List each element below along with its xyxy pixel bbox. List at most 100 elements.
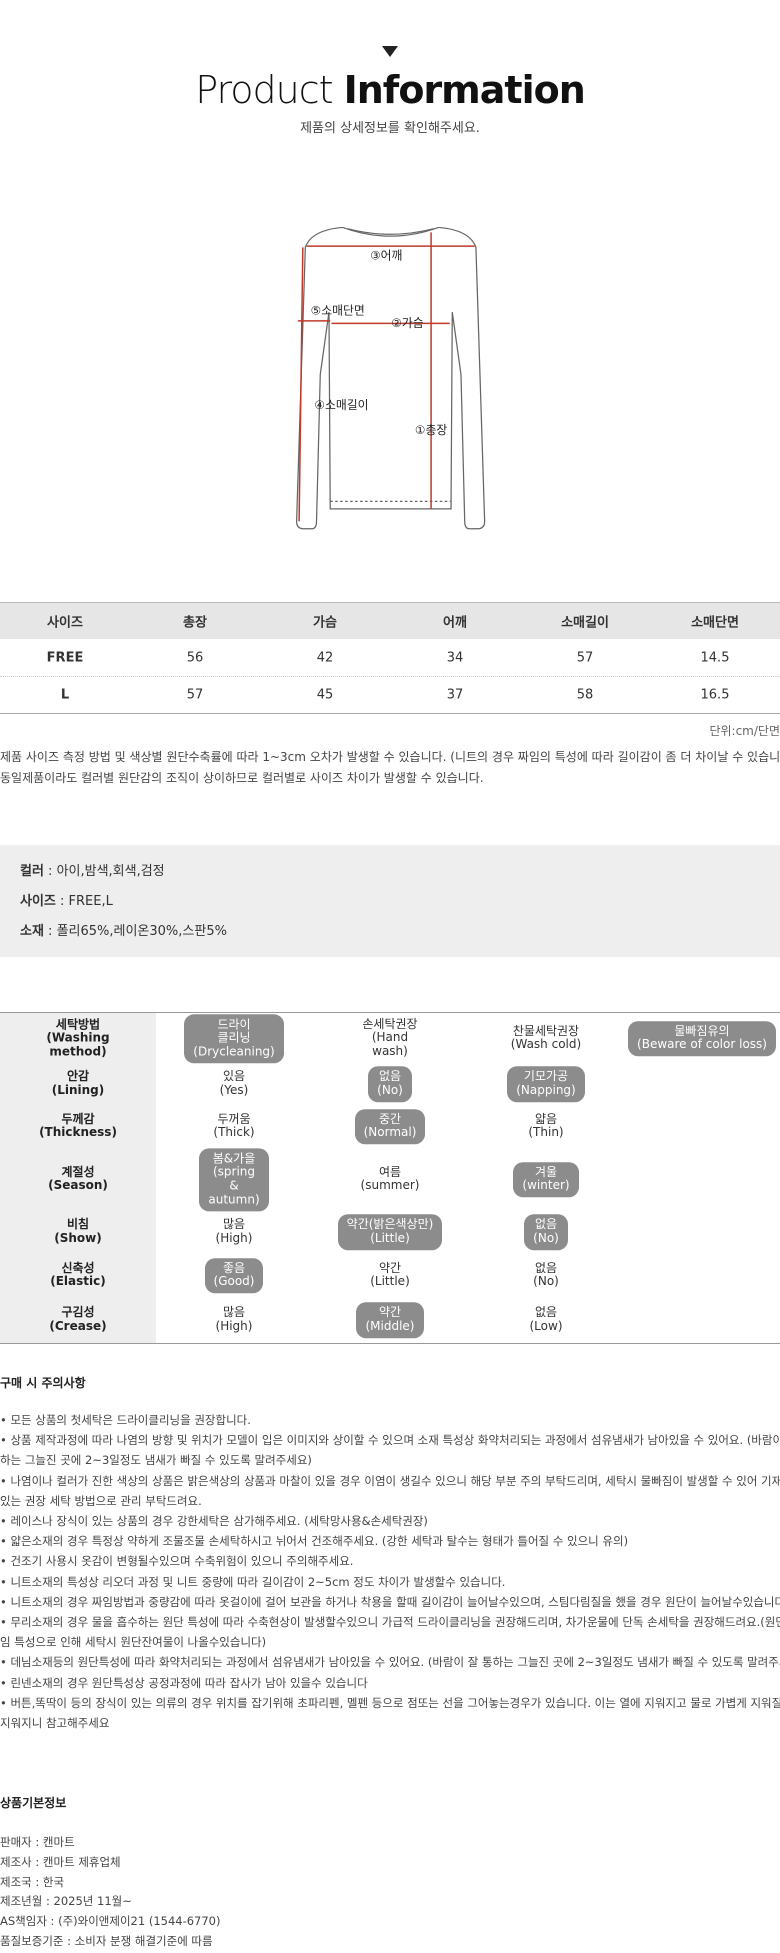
care-option: 물빠짐유의 (Beware of color loss)	[624, 1020, 780, 1057]
option-selected: 없음 (No)	[368, 1066, 412, 1102]
cell: L	[60, 687, 70, 702]
caution-line: • 린넨소재의 경우 원단특성상 공정과정에 따라 잡사가 남아 있을수 있습니…	[0, 1675, 368, 1690]
option: 손세탁권장 (Hand wash)	[362, 1016, 418, 1059]
cell: FREE	[46, 650, 84, 665]
info-line: AS책임자 : (주)와이앤제이21 (1544-6770)	[0, 1914, 221, 1929]
spec-value: : FREE,L	[55, 894, 113, 909]
header-bg	[0, 602, 780, 639]
header-cell: 총장	[183, 615, 207, 631]
option-selected: 드라이 클리닝 (Drycleaning)	[184, 1013, 284, 1064]
caution-line: • 데님소재등의 원단특성에 따라 화약처리되는 과정에서 섬유냄새가 남아있을…	[0, 1655, 780, 1670]
caution-line: 하는 그늘진 곳에 2~3일정도 냄새가 빠질 수 있도록 말려주세요)	[0, 1453, 312, 1468]
info-line: 판매자 : 캔마트	[0, 1835, 75, 1849]
caution-line: • 니트소재의 경우 짜임방법과 중량감에 따라 옷걸이에 걸어 보관을 하거나…	[0, 1594, 780, 1609]
option: 찬물세탁권장 (Wash cold)	[510, 1023, 582, 1052]
option: 약간 (Little)	[370, 1260, 410, 1289]
label-sleeve-width: ⑤소매단면	[311, 303, 365, 317]
caution-line: • 버튼,똑딱이 등의 장식이 있는 의류의 경우 위치를 잡기위해 초파리펜,…	[0, 1695, 780, 1710]
care-option: 약간 (Middle)	[312, 1302, 468, 1338]
option: 두꺼움 (Thick)	[213, 1111, 255, 1140]
title-bold: Information	[343, 68, 586, 112]
care-label: 세탁방법 (Washing method)	[46, 1016, 110, 1059]
size-table: 사이즈 총장 가슴 어깨 소매길이 소매단면 FREE 56 42 34 57 14.5 L 57 45 37…	[0, 602, 780, 714]
option: 많음 (High)	[215, 1305, 253, 1333]
care-option: 중간 (Normal)	[312, 1108, 468, 1145]
care-option: 없음 (No)	[468, 1214, 624, 1250]
option: 얇음 (Thin)	[528, 1111, 564, 1140]
subtitle: 제품의 상세정보를 확인해주세요.	[300, 121, 480, 136]
care-option: 좋음 (Good)	[156, 1257, 312, 1294]
row-line	[0, 676, 780, 677]
label-bg	[0, 1013, 156, 1343]
care-option: 겨울 (winter)	[468, 1161, 624, 1198]
option-selected: 없음 (No)	[524, 1214, 568, 1250]
option: 없음 (Low)	[529, 1305, 563, 1333]
spec-line: 사이즈 : FREE,L	[20, 890, 113, 909]
care-table: 세탁방법 (Washing method) 드라이 클리닝 (Drycleanin…	[0, 1012, 780, 1344]
cell: 45	[316, 687, 334, 702]
care-label: 계절성 (Season)	[48, 1164, 108, 1193]
info-line: 제조사 : 캔마트 제휴업체	[0, 1854, 121, 1869]
caution-line: • 니트소재의 특성상 리오더 과정 및 니트 중량에 따라 길이감이 2~5c…	[0, 1574, 506, 1589]
caution-line: 지워지니 참고해주세요	[0, 1716, 110, 1730]
info-line: 제조년월 : 2025년 11월~	[0, 1894, 132, 1909]
care-label: 두께감 (Thickness)	[39, 1111, 117, 1140]
cell: 57	[186, 687, 204, 702]
caution-line: • 얇은소재의 경우 특정상 약하게 조물조물 손세탁하시고 뉘어서 건조해주세…	[0, 1534, 629, 1549]
care-label: 신축성 (Elastic)	[50, 1260, 106, 1289]
spec-label: 사이즈	[20, 894, 56, 909]
header-cell: 가슴	[313, 615, 337, 631]
caution-line: • 모든 상품의 첫세탁은 드라이클리닝을 권장합니다.	[0, 1413, 251, 1427]
caution-line: • 무리소재의 경우 물을 흡수하는 원단 특성에 따라 수축현상이 발생할수있…	[0, 1615, 780, 1629]
header-cell: 소매단면	[691, 615, 739, 631]
care-option: 봄&가을 (spring & autumn)	[156, 1147, 312, 1212]
cell: 34	[446, 650, 464, 665]
row-line	[0, 713, 780, 714]
option: 없음 (No)	[533, 1260, 559, 1289]
label-shoulder: ③어깨	[370, 249, 402, 263]
care-option: 약간 (Little)	[312, 1260, 468, 1290]
unit: 단위:cm/단면	[709, 724, 780, 738]
cell: 42	[316, 650, 334, 665]
option-selected: 겨울 (winter)	[513, 1161, 579, 1198]
option-selected: 물빠짐유의 (Beware of color loss)	[628, 1020, 776, 1057]
care-option: 많음 (High)	[156, 1217, 312, 1246]
title: Product Information	[0, 68, 780, 112]
care-option: 없음 (No)	[312, 1066, 468, 1102]
care-option: 찬물세탁권장 (Wash cold)	[468, 1023, 624, 1053]
cell: 57	[576, 650, 594, 665]
care-label: 비침 (Show)	[54, 1217, 102, 1245]
garment-diagram: ①총장 ②가슴 ③어깨 ④소매길이 ⑤소매단면	[295, 226, 486, 530]
care-option: 손세탁권장 (Hand wash)	[312, 1016, 468, 1060]
care-label: 안감 (Lining)	[51, 1069, 105, 1097]
cell: 58	[576, 687, 594, 702]
option-selected: 약간 (Middle)	[356, 1302, 424, 1338]
spec-line: 소재 : 폴리65%,레이온30%,스판5%	[20, 920, 227, 939]
header-cell: 소매길이	[561, 615, 609, 631]
spec-label: 소재	[20, 924, 44, 939]
note: 동일제품이라도 컬러별 원단감의 조직이 상이하므로 컬러별로 사이즈 차이가 …	[0, 771, 484, 785]
caution-line: • 상품 제작과정에 따라 나염의 방향 및 위치가 모델이 입은 이미지와 상…	[0, 1433, 780, 1448]
spec-line: 컬러 : 아이,밤색,회색,검정	[20, 860, 165, 879]
info-title: 상품기본정보	[0, 1796, 67, 1810]
care-option: 약간(밝은색상만) (Little)	[312, 1214, 468, 1250]
option-selected: 좋음 (Good)	[204, 1257, 264, 1294]
cell: 14.5	[700, 650, 730, 665]
arrow-icon	[382, 46, 398, 57]
option-selected: 기모가공 (Napping)	[507, 1066, 585, 1102]
care-option: 많음 (High)	[156, 1305, 312, 1334]
header-cell: 어깨	[443, 615, 467, 631]
care-option: 없음 (No)	[468, 1260, 624, 1290]
note: 제품 사이즈 측정 방법 및 색상별 원단수축률에 따라 1~3cm 오차가 발…	[0, 750, 780, 764]
caution-title: 구매 시 주의사항	[0, 1376, 86, 1390]
care-option: 기모가공 (Napping)	[468, 1066, 624, 1102]
option: 여름 (summer)	[360, 1164, 420, 1193]
spec-value: : 아이,밤색,회색,검정	[43, 864, 165, 879]
title-light: Product	[195, 68, 333, 112]
label-chest: ②가슴	[391, 316, 423, 330]
label-length: ①총장	[415, 423, 447, 437]
spec-value: : 폴리65%,레이온30%,스판5%	[43, 924, 227, 939]
info-line: 품질보증기준 : 소비자 분쟁 해결기준에 따름	[0, 1934, 213, 1948]
